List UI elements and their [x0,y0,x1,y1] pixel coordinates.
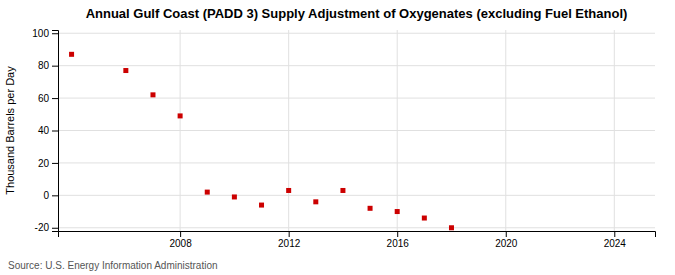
point [232,194,237,199]
x-axis: 2008 2012 2016 2020 2024 [59,231,656,249]
tick-label: 2016 [387,238,410,249]
tick: 20 [38,158,58,169]
point [259,203,264,208]
axis-line [52,31,59,232]
source: Source: U.S. Energy Information Administ… [8,260,218,271]
tick-mark [52,228,58,229]
point [340,188,345,193]
tick-mark [52,163,58,164]
tick-mark [289,231,290,237]
tick: 60 [38,93,58,104]
tick-label: 60 [38,93,50,104]
grid-line [614,30,615,231]
grid-line [58,227,655,228]
point [368,206,373,211]
grid-line [58,195,655,196]
point [313,199,318,204]
tick-label: 0 [43,190,49,201]
grid-line [58,130,655,131]
tick: 80 [38,60,58,71]
grid-line [58,98,655,99]
point [286,188,291,193]
point [69,52,74,57]
grid-line [180,30,181,231]
grid-line [288,30,289,231]
point [123,68,128,73]
tick-label: 20 [38,158,50,169]
point [395,209,400,214]
tick: -20 [35,222,58,233]
tick: 2020 [495,231,518,249]
tick-mark [52,131,58,132]
point [449,225,454,230]
tick-mark [52,98,58,99]
plot-area: 2008 2012 2016 2020 2024 -20 0 20 40 60 80 100 [32,28,655,249]
y-axis-label: Thousand Barrels per Day [4,66,16,195]
tick-label: 2024 [604,238,627,249]
tick-mark [52,33,58,34]
tick-label: 80 [38,60,50,71]
tick-label: -20 [35,222,50,233]
point [205,190,210,195]
tick-label: 100 [32,28,49,39]
y-axis: -20 0 20 40 60 80 100 [32,28,58,234]
tick: 2008 [169,231,192,249]
tick-mark [180,231,181,237]
tick-mark [52,66,58,67]
grid-line [397,30,398,231]
point [150,92,155,97]
tick-mark [52,195,58,196]
grid-line [58,65,655,66]
grid-line [58,33,655,34]
grid-line [58,162,655,163]
point [422,216,427,221]
point [178,113,183,118]
tick-mark [397,231,398,237]
tick: 100 [32,28,58,39]
grid-line [505,30,506,231]
axis-line [59,232,656,238]
tick-label: 2012 [278,238,301,249]
tick-mark [614,231,615,237]
tick-mark [506,231,507,237]
tick: 0 [43,190,58,201]
title: Annual Gulf Coast (PADD 3) Supply Adjust… [86,6,628,21]
marks [69,52,454,230]
tick: 40 [38,125,58,136]
tick-label: 40 [38,125,50,136]
tick: 2024 [604,231,627,249]
grid [58,30,655,231]
tick-label: 2008 [169,238,192,249]
chart: 2008 2012 2016 2020 2024 -20 0 20 40 60 80 100 Annua… [0,0,675,275]
tick: 2012 [278,231,301,249]
tick: 2016 [387,231,410,249]
tick-label: 2020 [495,238,518,249]
